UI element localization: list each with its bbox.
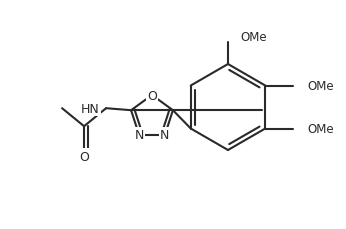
Text: OMe: OMe [307,80,334,93]
Text: OMe: OMe [240,30,267,43]
Text: O: O [147,89,157,102]
Text: HN: HN [80,102,99,115]
Text: N: N [134,129,144,142]
Text: O: O [79,150,89,163]
Text: N: N [160,129,170,142]
Text: OMe: OMe [307,123,334,135]
